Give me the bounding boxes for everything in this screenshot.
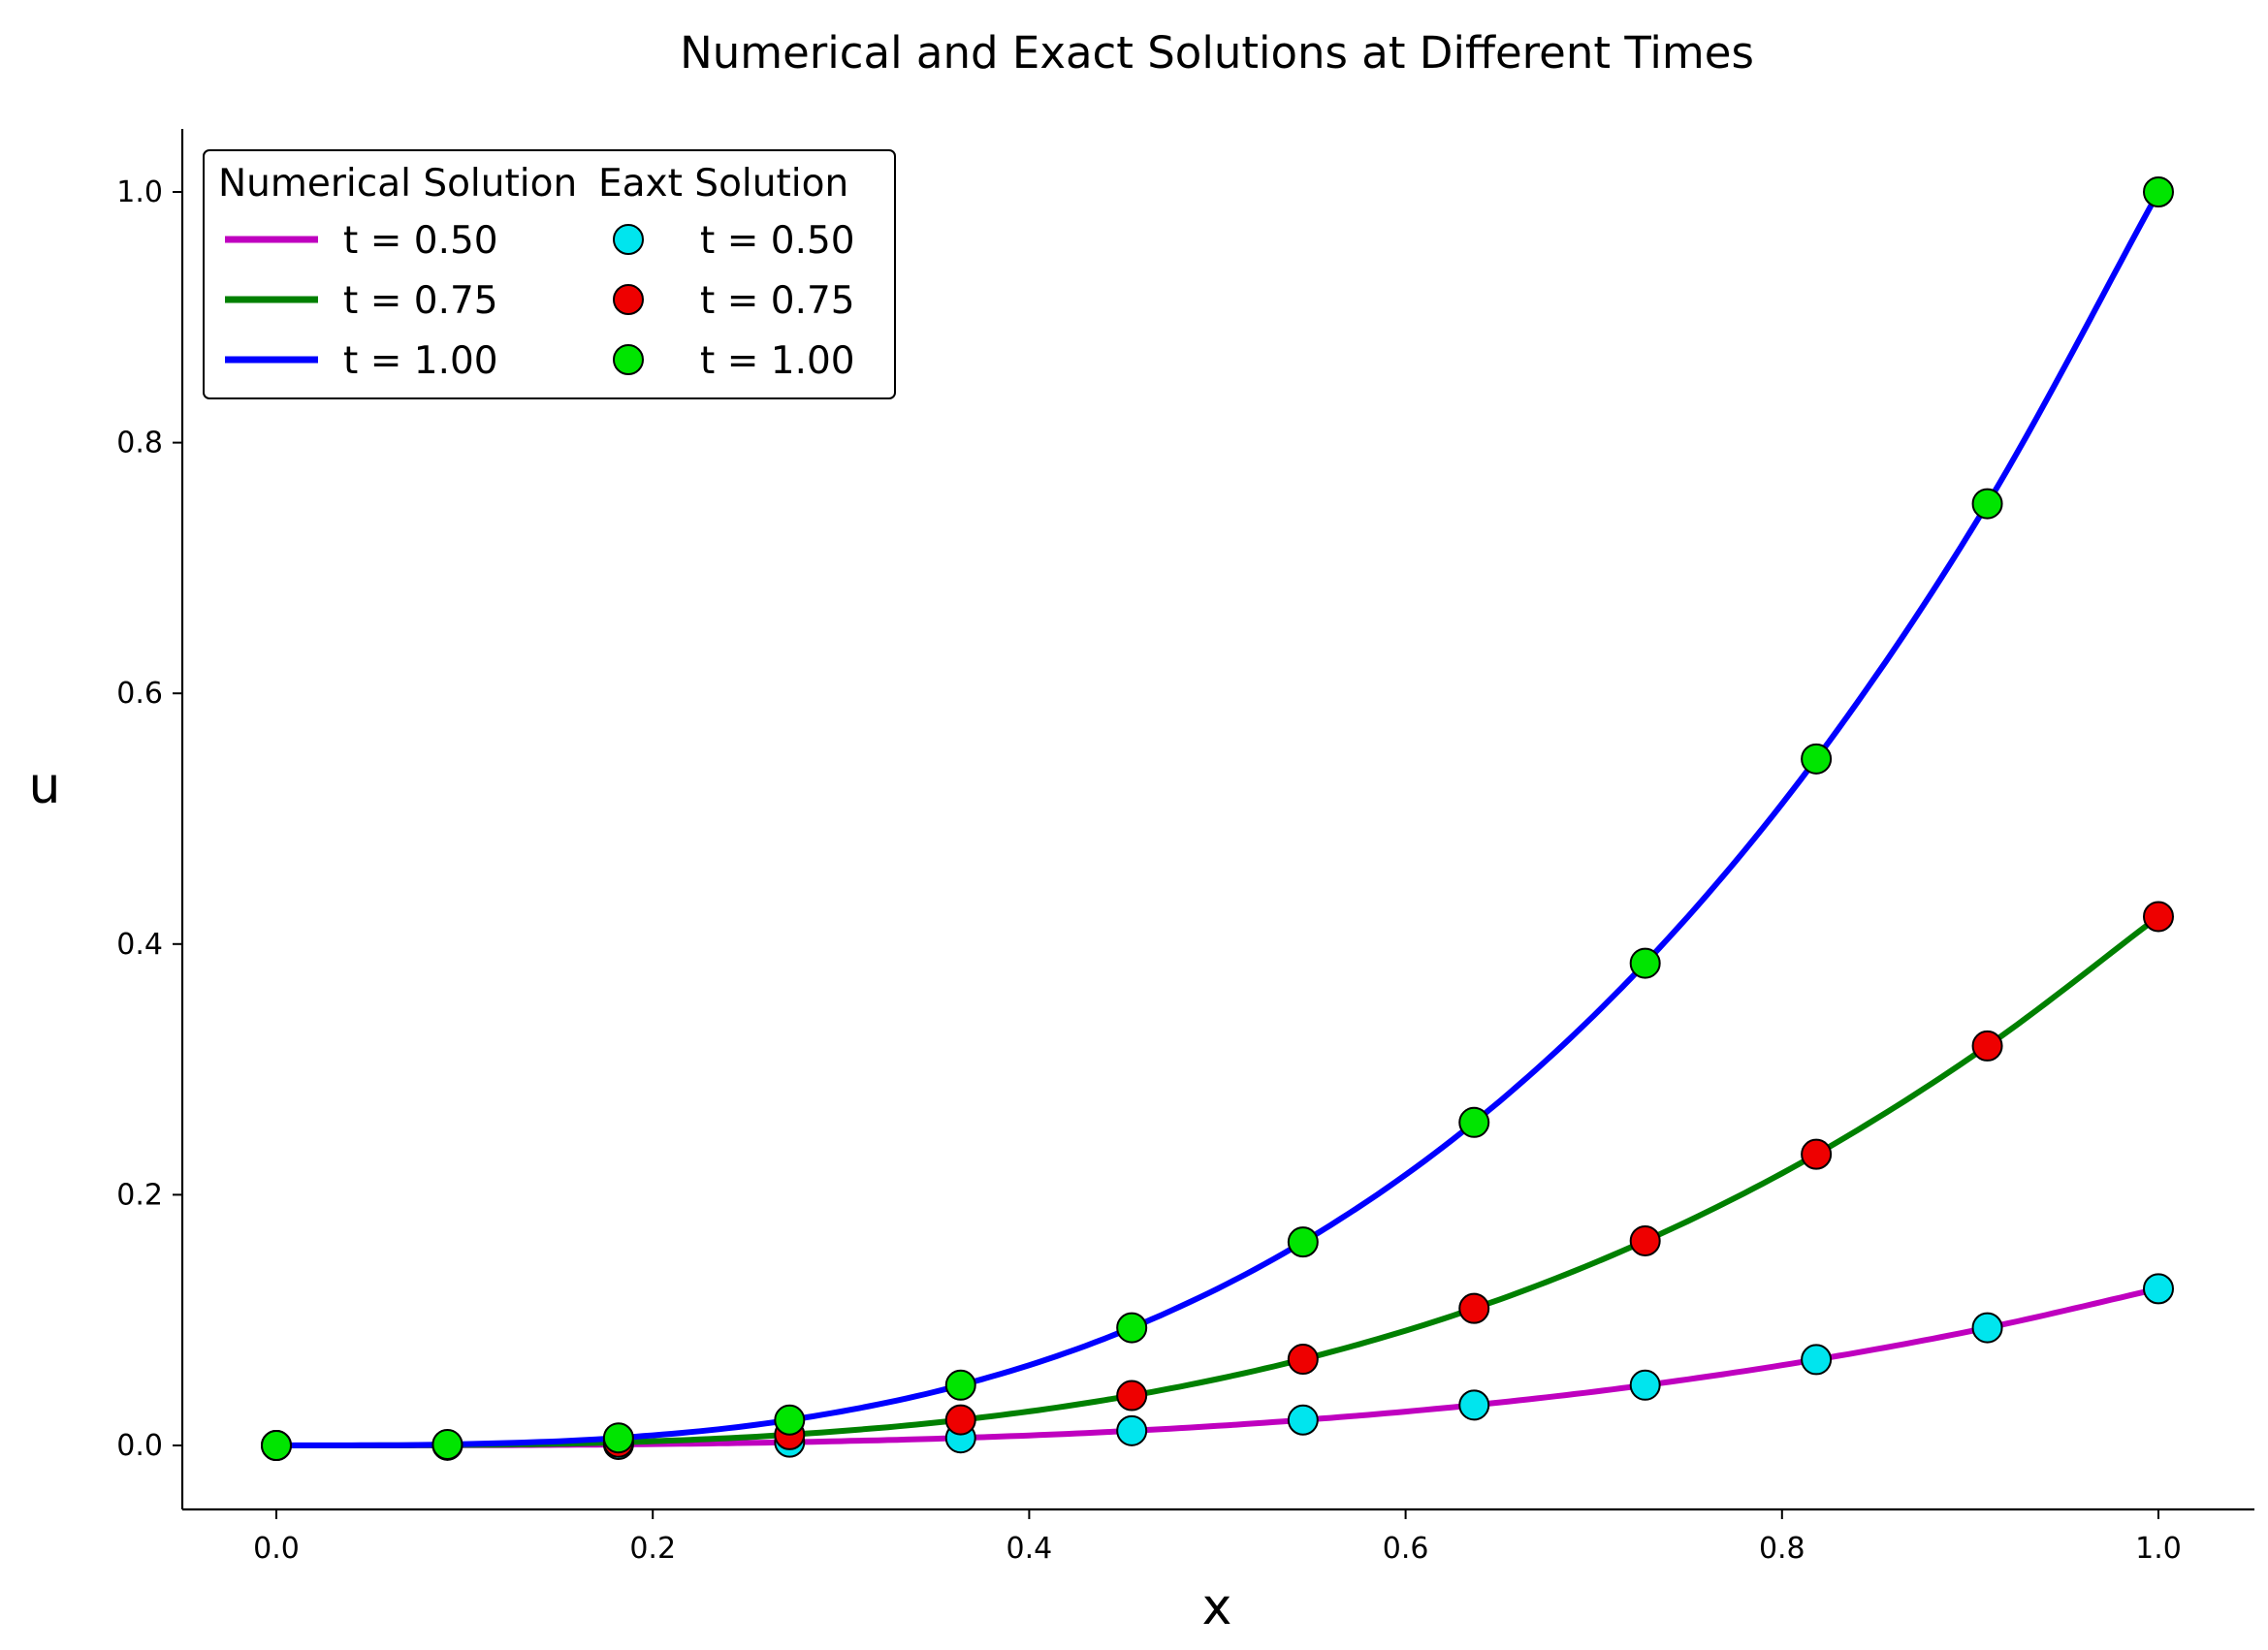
y-tick-label: 0.8: [116, 427, 163, 460]
exact-markers: [261, 176, 2174, 1461]
legend-marker-swatch: [613, 344, 644, 375]
x-tick-label: 0.4: [1006, 1532, 1053, 1566]
legend-exact-label: t = 0.75: [700, 279, 855, 323]
x-axis-label: x: [1202, 1578, 1232, 1636]
legend-frame: [203, 149, 896, 399]
exact-marker-0: [1629, 1369, 1661, 1401]
y-tick-label: 0.2: [116, 1178, 163, 1212]
x-tick-label: 0.8: [1759, 1532, 1805, 1566]
legend-exact-label: t = 0.50: [700, 219, 855, 263]
ticks-group: 0.0 0.2 0.4 0.6 0.8 1.0 0.0 0.2 0.4 0.6 0.8 1.0: [116, 175, 2182, 1566]
exact-marker-1: [944, 1404, 976, 1436]
y-tick-label: 0.0: [116, 1429, 163, 1463]
y-tick-label: 1.0: [116, 175, 163, 209]
legend-numerical-label: t = 0.50: [343, 219, 498, 263]
y-tick-label: 0.6: [116, 677, 163, 711]
legend: Numerical Solution Eaxt Solution t = 0.5…: [203, 149, 896, 399]
exact-marker-2: [602, 1422, 634, 1454]
exact-marker-1: [1287, 1344, 1319, 1376]
legend-marker-swatch: [613, 284, 644, 315]
exact-marker-0: [1971, 1312, 2003, 1344]
numerical-lines: [273, 189, 2161, 1448]
exact-marker-2: [1116, 1312, 1148, 1344]
legend-numerical-label: t = 1.00: [343, 339, 498, 383]
exact-marker-0: [2143, 1273, 2174, 1305]
x-tick-label: 0.0: [253, 1532, 300, 1566]
exact-marker-2: [1971, 488, 2003, 520]
numerical-line-0: [273, 1285, 2161, 1448]
exact-marker-2: [944, 1369, 976, 1401]
exact-marker-1: [1458, 1292, 1490, 1324]
x-tick-label: 0.6: [1383, 1532, 1429, 1566]
numerical-line-2: [273, 189, 2161, 1448]
exact-marker-1: [1116, 1380, 1148, 1412]
exact-marker-0: [1801, 1344, 1833, 1376]
y-tick-label: 0.4: [116, 928, 163, 962]
exact-marker-0: [1116, 1414, 1148, 1446]
legend-exact-label: t = 1.00: [700, 339, 855, 383]
exact-marker-2: [1458, 1106, 1490, 1138]
exact-marker-2: [431, 1428, 463, 1460]
chart-title: Numerical and Exact Solutions at Differe…: [680, 27, 1754, 79]
exact-marker-2: [2143, 176, 2174, 207]
exact-marker-2: [774, 1404, 806, 1436]
x-tick-label: 0.2: [629, 1532, 676, 1566]
x-tick-label: 1.0: [2135, 1532, 2182, 1566]
exact-marker-1: [1971, 1030, 2003, 1062]
exact-marker-0: [1287, 1404, 1319, 1436]
exact-marker-2: [1629, 947, 1661, 979]
legend-marker-swatch: [613, 224, 644, 255]
plot-axes: [180, 129, 2254, 1511]
numerical-line-1: [273, 913, 2161, 1448]
exact-marker-1: [1629, 1224, 1661, 1256]
exact-marker-2: [1287, 1226, 1319, 1258]
exact-marker-0: [1458, 1389, 1490, 1421]
exact-marker-1: [2143, 901, 2174, 933]
exact-marker-1: [1801, 1138, 1833, 1170]
legend-title-exact: Eaxt Solution: [598, 162, 848, 206]
exact-marker-2: [1801, 743, 1833, 775]
y-axis-label: u: [29, 757, 61, 815]
legend-numerical-label: t = 0.75: [343, 279, 498, 323]
legend-title-numerical: Numerical Solution: [218, 162, 577, 206]
legend-entries: t = 0.50 t = 0.75 t = 1.00 t = 0.50 t = 0.75…: [225, 219, 855, 383]
exact-marker-2: [261, 1430, 292, 1461]
